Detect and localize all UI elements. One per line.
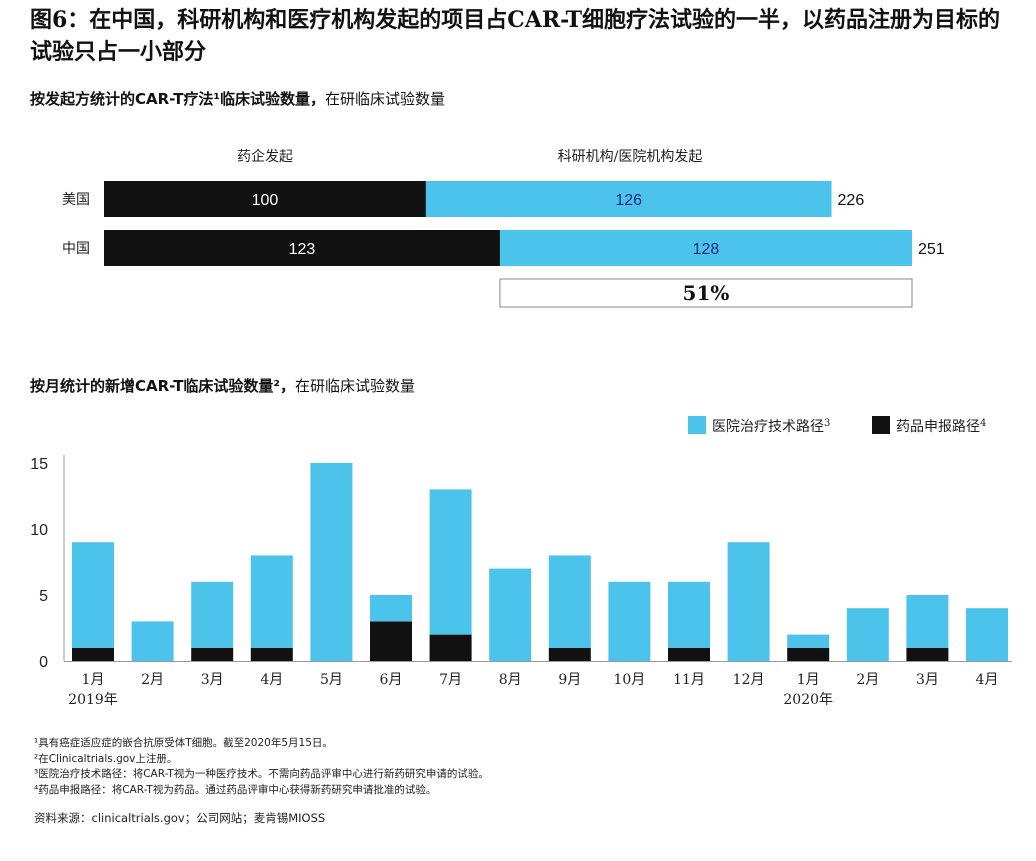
x-tick-label-0: 1月 xyxy=(82,672,105,688)
chart1-unit: 在研临床试验数量 xyxy=(325,90,446,108)
x-tick-label-8: 9月 xyxy=(558,672,581,688)
y-tick-label-5: 5 xyxy=(39,588,48,605)
bar-hospital-route-6 xyxy=(429,489,472,635)
x-tick-label-11: 12月 xyxy=(733,672,765,688)
y-tick-label-10: 10 xyxy=(30,522,48,539)
bar-hospital-route-13 xyxy=(846,608,889,661)
row-label-1: 中国 xyxy=(62,241,90,257)
x-tick-label-14: 3月 xyxy=(916,672,939,688)
x-tick-label-13: 2月 xyxy=(856,672,879,688)
y-tick-label-0: 0 xyxy=(39,654,48,671)
chart1-subtitle-text: 按发起方统计的CAR-T疗法¹临床试验数量， xyxy=(30,90,325,108)
share-annotation-box xyxy=(499,278,913,308)
legend-label-drug-route: 药品申报路径4 xyxy=(896,418,986,435)
bar-hospital-route-9 xyxy=(608,581,651,661)
bar-pharma-0 xyxy=(104,181,426,217)
source-note: 资料来源：clinicaltrials.gov；公司网站；麦肯锡MIOSS xyxy=(34,811,326,825)
bar-hospital-route-7 xyxy=(489,568,532,661)
footnotes: ¹具有癌症适应症的嵌合抗原受体T细胞。截至2020年5月15日。 ²在Clini… xyxy=(34,736,1014,798)
footnote-3: ³医院治疗技术路径：将CAR-T视为一种医疗技术。不需向药品评审中心进行新药研究… xyxy=(34,768,489,780)
x-tick-label-12: 1月 xyxy=(797,672,820,688)
bar-drug-route-10 xyxy=(668,647,710,661)
value-label-research-0: 126 xyxy=(615,192,642,209)
bar-research-1 xyxy=(499,230,912,266)
x-tick-label-3: 4月 xyxy=(260,672,283,688)
bar-drug-route-3 xyxy=(250,647,293,661)
y-tick-label-15: 15 xyxy=(30,456,48,473)
year-label-1: 2020年 xyxy=(783,692,833,708)
bar-drug-route-12 xyxy=(787,647,830,661)
bar-pharma-1 xyxy=(104,230,500,266)
bar-hospital-route-5 xyxy=(370,595,412,622)
footnote-4: ⁴药品申报路径：将CAR-T视为药品。通过药品评审中心获得新药研究申请批准的试验… xyxy=(34,783,437,796)
x-tick-label-1: 2月 xyxy=(141,672,164,688)
bar-drug-route-6 xyxy=(429,634,472,661)
column-header-research: 科研机构/医院机构发起 xyxy=(558,149,703,165)
x-tick-label-4: 5月 xyxy=(320,672,343,688)
legend-swatch-hospital-route xyxy=(688,416,706,434)
bar-drug-route-0 xyxy=(72,647,114,661)
value-label-pharma-0: 100 xyxy=(252,192,279,209)
bar-hospital-route-4 xyxy=(310,463,353,661)
x-tick-label-9: 10月 xyxy=(613,672,645,688)
bar-hospital-route-14 xyxy=(906,595,949,648)
column-header-pharma: 药企发起 xyxy=(237,148,293,165)
bar-hospital-route-0 xyxy=(72,542,114,648)
year-label-0: 2019年 xyxy=(68,692,118,708)
bar-drug-route-5 xyxy=(370,621,412,661)
bar-drug-route-14 xyxy=(906,647,949,661)
footnote-1: ¹具有癌症适应症的嵌合抗原受体T细胞。截至2020年5月15日。 xyxy=(34,737,333,749)
chart1-subtitle: 按发起方统计的CAR-T疗法¹临床试验数量，在研临床试验数量 xyxy=(30,88,445,109)
x-tick-label-15: 4月 xyxy=(976,672,999,688)
bar-hospital-route-1 xyxy=(131,621,174,661)
chart2-subtitle-text: 按月统计的新增CAR-T临床试验数量²， xyxy=(30,377,295,395)
x-tick-label-10: 11月 xyxy=(673,672,705,688)
bar-hospital-route-12 xyxy=(787,634,830,648)
bar-hospital-route-8 xyxy=(548,555,591,648)
bar-hospital-route-10 xyxy=(668,581,710,648)
total-label-0: 226 xyxy=(838,192,865,209)
bar-hospital-route-11 xyxy=(727,542,770,661)
bar-hospital-route-2 xyxy=(191,581,234,648)
x-tick-label-2: 3月 xyxy=(201,672,224,688)
bar-drug-route-2 xyxy=(191,647,234,661)
value-label-research-1: 128 xyxy=(693,241,720,258)
share-annotation-label: 51% xyxy=(683,281,730,305)
legend-swatch-drug-route xyxy=(872,416,890,434)
legend-label-hospital-route: 医院治疗技术路径3 xyxy=(712,418,830,435)
bar-hospital-route-15 xyxy=(966,608,1008,661)
row-label-0: 美国 xyxy=(62,192,90,208)
footnote-2: ²在Clinicaltrials.gov上注册。 xyxy=(34,752,178,765)
bar-hospital-route-3 xyxy=(250,555,293,648)
x-tick-label-5: 6月 xyxy=(380,672,403,688)
chart2-unit: 在研临床试验数量 xyxy=(295,377,416,395)
value-label-pharma-1: 123 xyxy=(289,241,316,258)
x-tick-label-7: 8月 xyxy=(499,672,522,688)
x-tick-label-6: 7月 xyxy=(439,672,462,688)
bar-drug-route-8 xyxy=(548,647,591,661)
chart-title: 图6：在中国，科研机构和医疗机构发起的项目占CAR-T细胞疗法试验的一半，以药品… xyxy=(30,7,1001,65)
chart2-subtitle: 按月统计的新增CAR-T临床试验数量²，在研临床试验数量 xyxy=(30,375,415,396)
bar-research-0 xyxy=(425,181,832,217)
total-label-1: 251 xyxy=(918,241,945,258)
